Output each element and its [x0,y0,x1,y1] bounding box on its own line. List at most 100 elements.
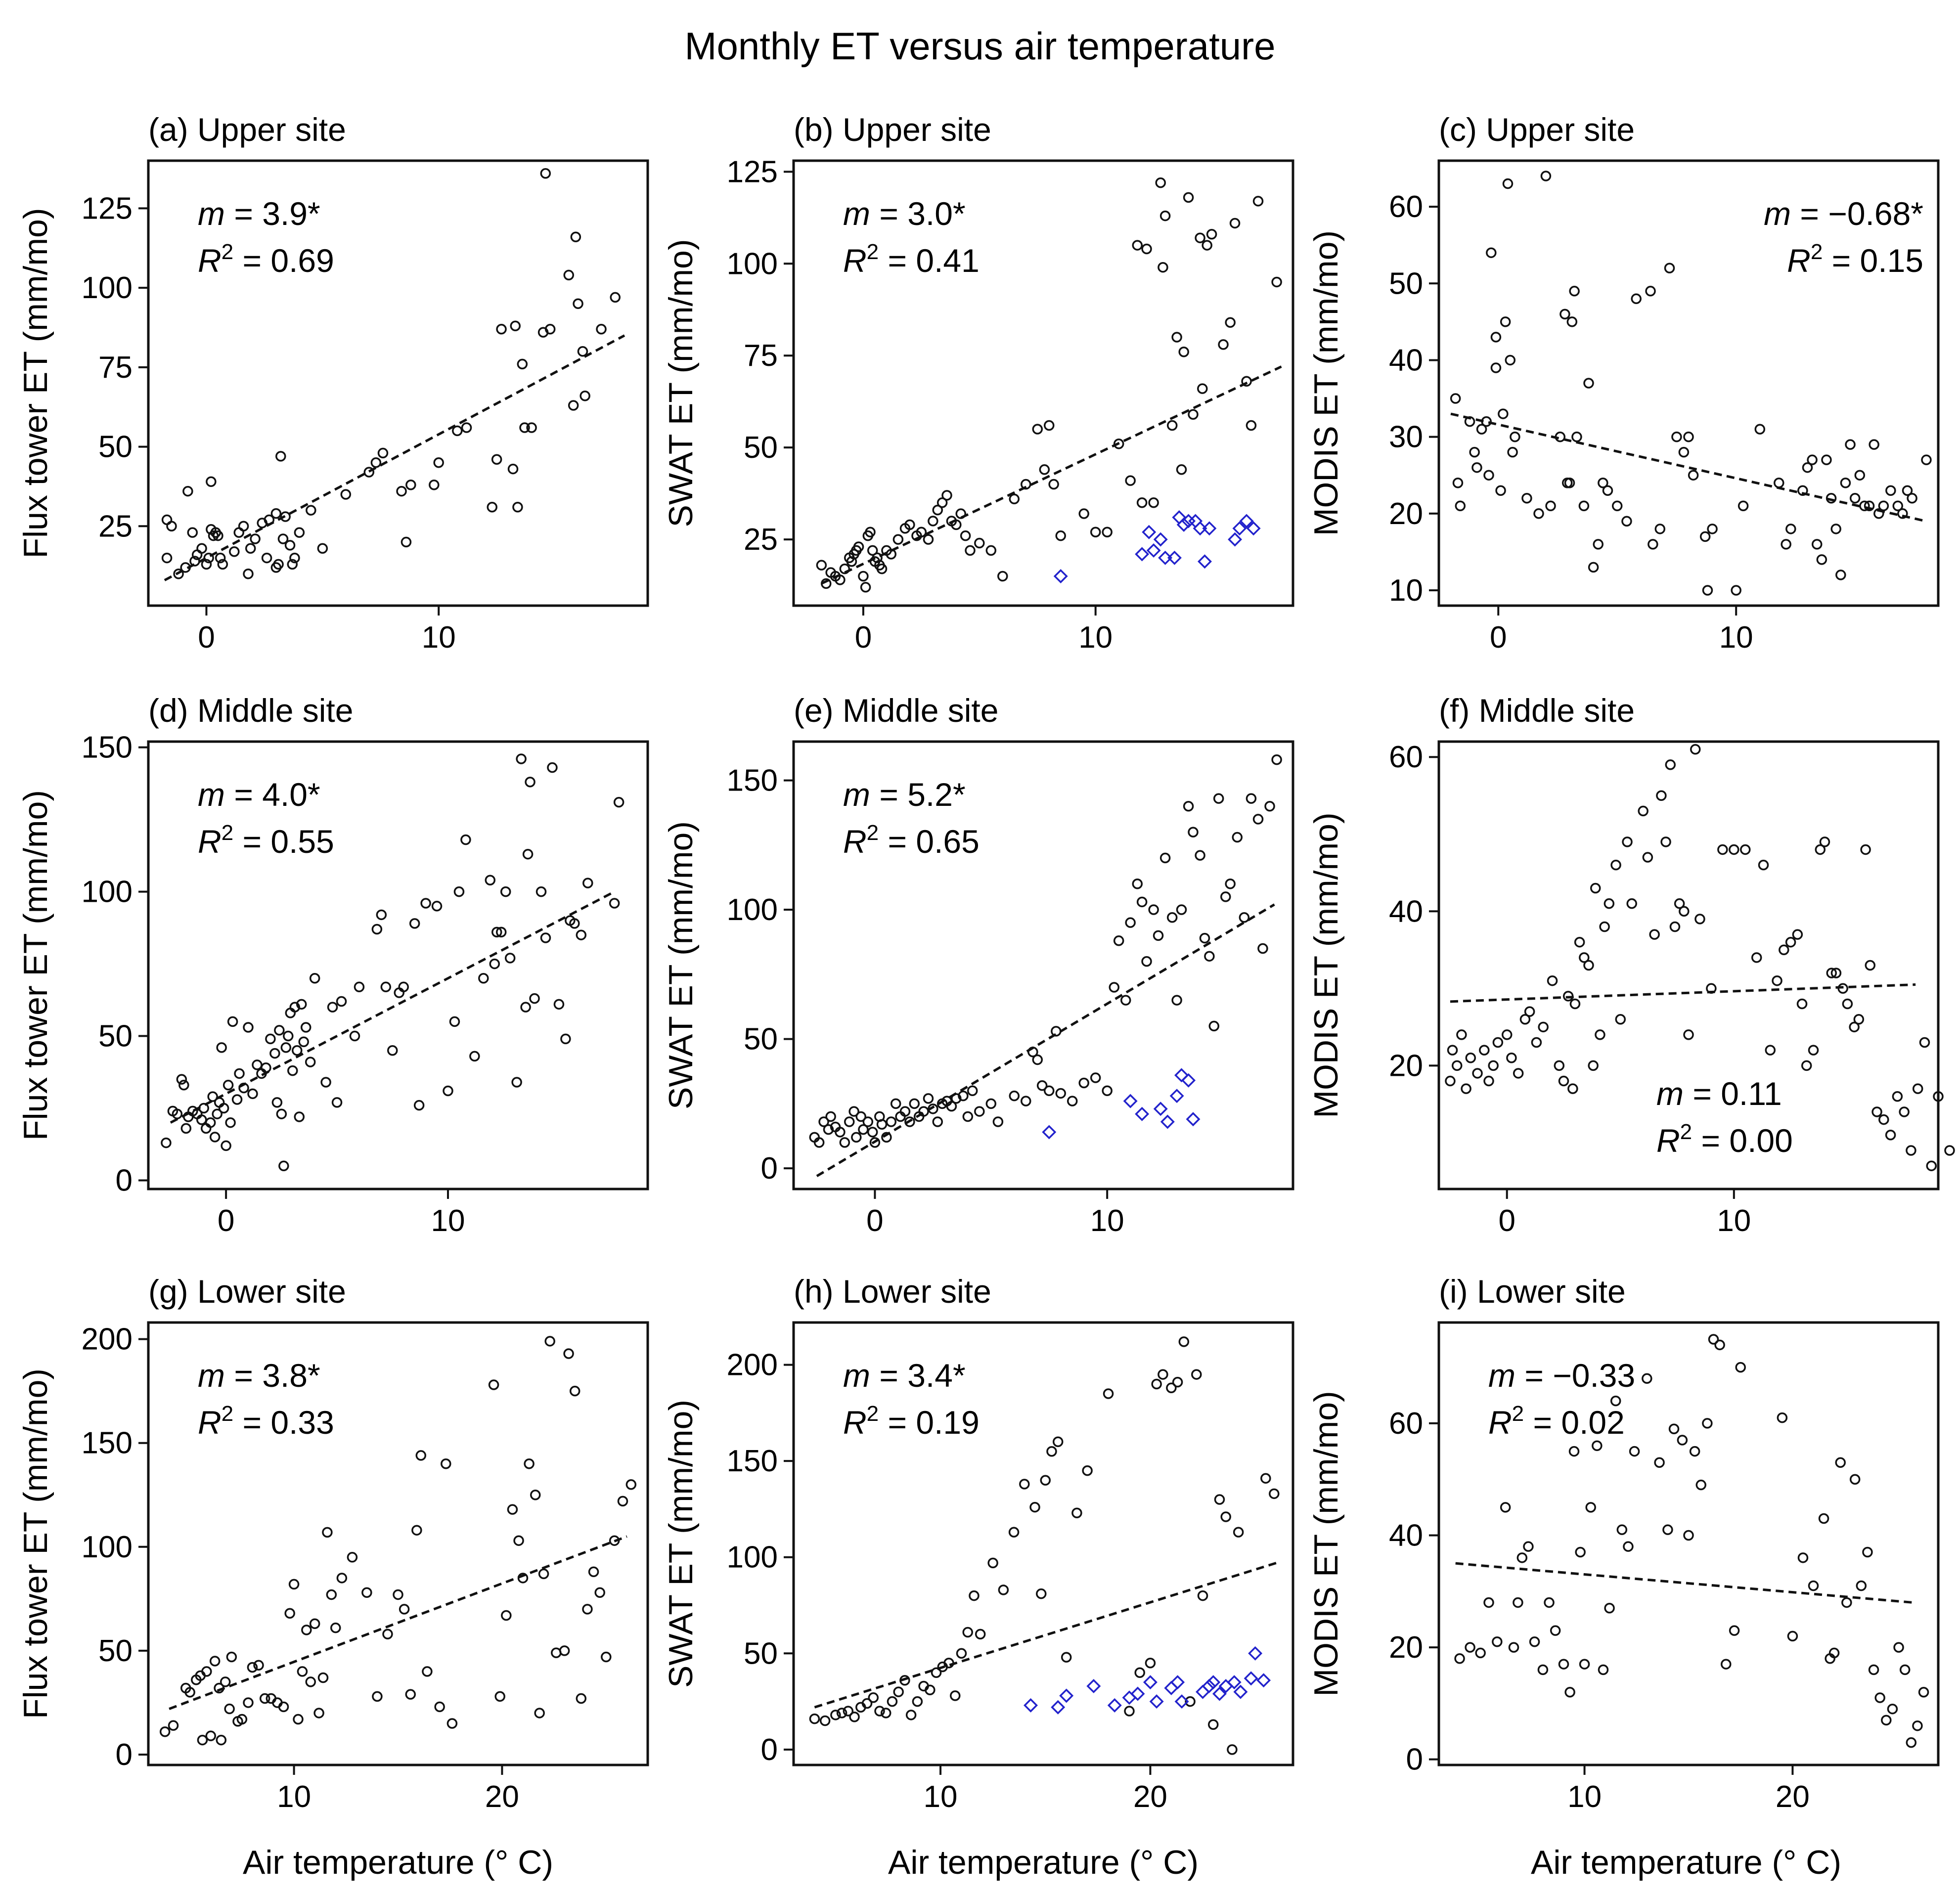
point-f-s0-65 [1830,968,1842,978]
point-g-s0-39 [372,1691,383,1702]
point-b-s1-16 [1239,514,1254,529]
point-a-s0-56 [512,501,523,513]
point-h-s0-55 [1260,1473,1271,1484]
point-h-s1-18 [1233,1684,1248,1699]
point-i-s0-38 [1721,1659,1732,1670]
point-a-s0-36 [289,552,300,564]
point-f-s0-67 [1842,998,1853,1010]
point-i-s0-41 [1777,1412,1788,1423]
point-b-s1-6 [1167,550,1182,565]
trend-line-g [169,1535,627,1710]
point-e-s0-77 [1252,814,1264,825]
point-h-s0-27 [998,1585,1009,1595]
point-c-s0-27 [1566,316,1578,327]
point-g-s0-32 [317,1672,329,1683]
point-b-s0-22 [892,534,904,545]
point-d-s0-91 [582,878,593,888]
y-tick-label-d-2: 100 [82,875,133,909]
point-c-s0-35 [1602,485,1613,496]
point-g-s0-66 [582,1604,593,1615]
point-f-s0-3 [1456,1029,1467,1040]
point-e-s0-78 [1257,943,1268,954]
point-f-s0-9 [1488,1060,1499,1071]
point-b-s0-44 [1043,420,1055,431]
point-d-s0-3 [176,1074,187,1085]
point-h-s0-21 [950,1690,961,1701]
point-b-s0-12 [860,582,871,593]
point-d-s0-51 [331,1097,343,1108]
point-c-s0-43 [1671,431,1682,442]
point-b-s0-45 [1048,479,1059,490]
point-b-s1-1 [1135,547,1150,562]
point-b-s0-49 [1102,527,1113,537]
point-d-s0-69 [469,1051,480,1062]
point-b-s0-59 [1166,420,1178,431]
point-c-s0-66 [1845,439,1856,450]
y-axis-label-e: SWAT ET (mm/mo) [662,821,700,1109]
y-axis-label-g: Flux tower ET (mm/mo) [17,1368,54,1719]
point-h-s0-53 [1227,1744,1238,1755]
point-d-s0-17 [216,1042,227,1053]
point-g-s0-56 [524,1458,535,1469]
point-f-s0-76 [1899,1106,1910,1117]
point-c-s0-57 [1802,462,1813,473]
point-g-s0-43 [405,1689,416,1700]
point-h-s1-10 [1170,1675,1185,1690]
point-b-s0-65 [1195,232,1205,243]
trend-line-d [170,890,615,1124]
point-f-s0-59 [1796,998,1808,1010]
point-b-s0-19 [876,563,888,574]
point-a-s0-2 [166,521,177,532]
point-f-s0-49 [1717,844,1728,855]
point-g-s0-12 [220,1676,231,1687]
point-a-s0-32 [277,533,289,544]
point-a-s0-24 [250,533,261,544]
point-e-s0-4 [825,1111,836,1122]
point-h-s1-13 [1202,1678,1216,1693]
point-a-s0-70 [610,292,621,303]
point-f-s0-0 [1445,1075,1456,1087]
point-a-s0-19 [229,546,240,557]
y-axis-label-i: MODIS ET (mm/mo) [1307,1391,1345,1696]
point-b-s0-14 [865,527,876,537]
point-d-s0-37 [280,1042,292,1053]
point-a-s0-51 [487,501,498,513]
point-f-s0-26 [1583,960,1594,971]
point-c-s0-28 [1569,286,1580,297]
point-h-s0-14 [905,1710,917,1720]
point-h-s1-2 [1059,1688,1074,1703]
point-g-s0-28 [301,1625,312,1635]
point-d-s0-93 [613,796,624,808]
point-e-s0-50 [1090,1072,1101,1083]
point-a-s0-33 [280,511,291,522]
point-g-s0-71 [617,1496,628,1507]
point-e-s1-2 [1135,1106,1150,1121]
point-b-s0-51 [1125,475,1136,486]
point-a-s0-13 [206,476,217,487]
point-b-s0-67 [1202,240,1212,251]
point-c-s0-78 [1907,493,1917,504]
point-c-s0-70 [1864,500,1875,512]
point-i-s0-55 [1881,1715,1892,1726]
point-b-s0-5 [839,563,850,574]
x-tick-label-e-1: 10 [1090,1204,1124,1238]
y-axis-label-d: Flux tower ET (mm/mo) [17,790,54,1141]
point-h-s0-45 [1172,1376,1183,1388]
trend-line-e [816,903,1275,1177]
point-c-s0-1 [1452,477,1464,488]
point-c-s0-17 [1507,446,1518,458]
point-g-s0-9 [209,1656,221,1667]
plot-frame-f [1437,740,1940,1190]
point-d-s0-22 [227,1016,238,1027]
point-d-s0-23 [231,1094,243,1105]
point-a-s0-18 [217,559,228,570]
point-h-s0-38 [1103,1388,1114,1399]
panel-title-e: (e) Middle site [794,692,998,729]
point-h-s0-49 [1197,1590,1208,1601]
point-d-s0-60 [398,981,409,993]
point-c-s0-14 [1500,316,1511,327]
y-tick-label-i-2: 40 [1389,1519,1423,1553]
point-f-s0-60 [1801,1060,1812,1071]
y-tick-label-a-2: 75 [98,351,133,385]
